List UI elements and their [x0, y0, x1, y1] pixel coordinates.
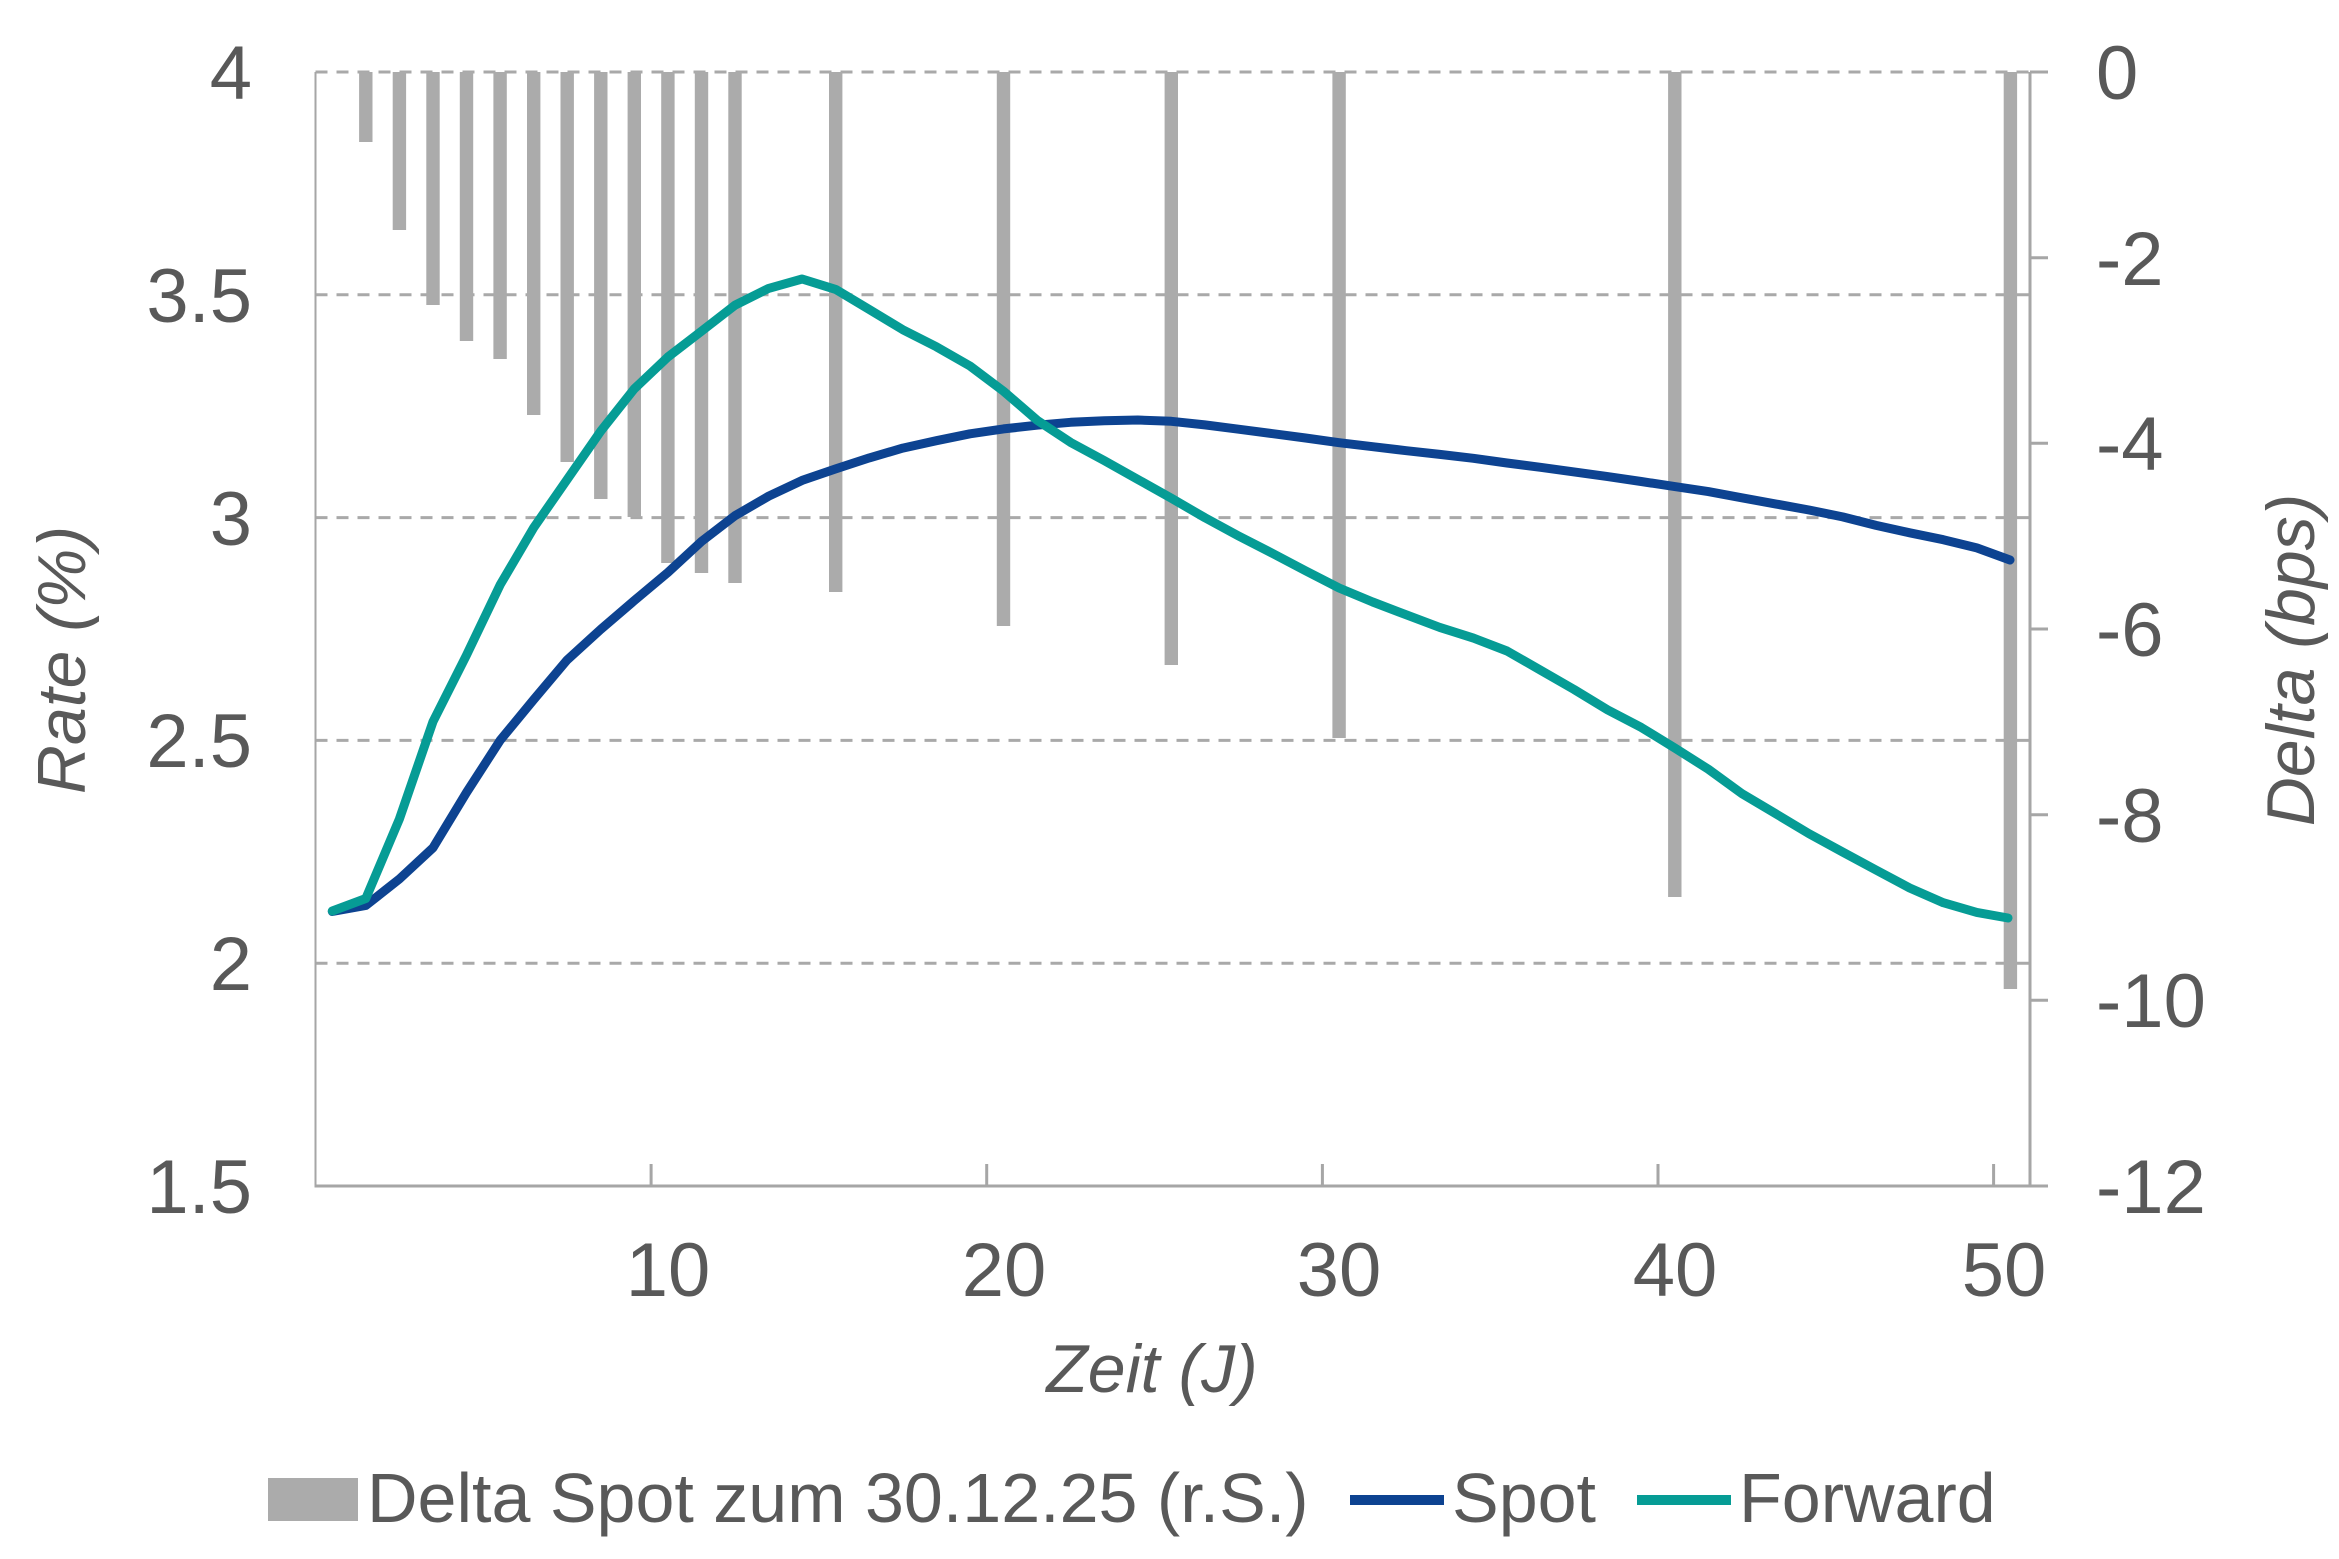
svg-text:-12: -12: [2096, 1145, 2206, 1230]
svg-text:3: 3: [210, 477, 252, 562]
svg-text:Zeit (J): Zeit (J): [1044, 1331, 1258, 1407]
svg-text:2: 2: [210, 922, 252, 1007]
svg-text:3.5: 3.5: [146, 254, 252, 339]
svg-text:Delta Spot zum 30.12.25 (r.S.): Delta Spot zum 30.12.25 (r.S.): [367, 1459, 1309, 1537]
svg-text:-8: -8: [2096, 774, 2164, 859]
svg-text:-4: -4: [2096, 402, 2164, 487]
svg-text:2.5: 2.5: [146, 699, 252, 784]
svg-text:0: 0: [2096, 31, 2138, 116]
svg-text:Delta (bps): Delta (bps): [2253, 494, 2329, 827]
svg-text:-10: -10: [2096, 959, 2206, 1044]
svg-text:Spot: Spot: [1452, 1459, 1596, 1537]
svg-text:30: 30: [1297, 1228, 1382, 1313]
svg-text:20: 20: [962, 1228, 1047, 1313]
svg-text:1.5: 1.5: [146, 1145, 252, 1230]
svg-text:40: 40: [1633, 1228, 1718, 1313]
svg-text:-6: -6: [2096, 588, 2164, 673]
svg-text:50: 50: [1962, 1228, 2047, 1313]
svg-text:Rate (%): Rate (%): [24, 526, 100, 794]
svg-text:4: 4: [210, 31, 252, 116]
svg-text:-2: -2: [2096, 217, 2164, 302]
svg-text:10: 10: [626, 1228, 711, 1313]
svg-text:Forward: Forward: [1739, 1459, 1996, 1537]
